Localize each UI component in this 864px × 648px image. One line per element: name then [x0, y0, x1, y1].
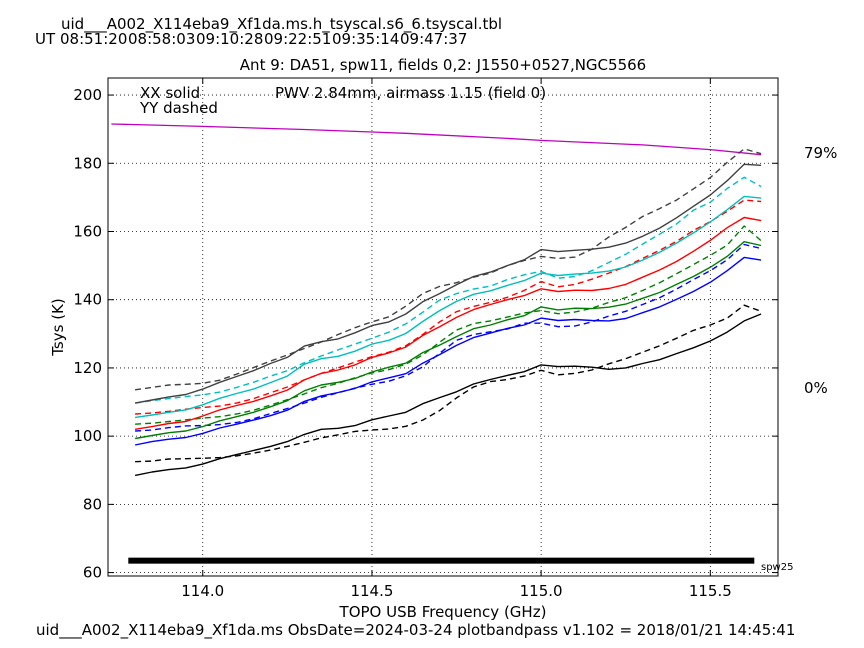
series-line-6: [135, 225, 762, 425]
spw-bar-layer: [128, 557, 755, 564]
spw-bar: [128, 557, 755, 564]
x-axis-label: TOPO USB Frequency (GHz): [339, 603, 547, 621]
footer-text: uid___A002_X114eba9_Xf1da.ms ObsDate=202…: [36, 621, 795, 640]
series-line-7: [134, 216, 762, 430]
pwv-label: PWV 2.84mm, airmass 1.15 (field 0): [275, 84, 546, 102]
x-tick-label: 114.5: [350, 582, 393, 600]
ut-time-2: 08:58:03: [128, 30, 195, 48]
chart-title: Ant 9: DA51, spw11, fields 0,2: J1550+05…: [240, 56, 646, 74]
ut-label: UT: [35, 30, 56, 48]
ut-times: 08:51:20 08:58:03 09:10:28 09:22:51 09:35:14…: [60, 30, 467, 48]
y-tick-label: 120: [73, 359, 102, 377]
plot-frame: [107, 77, 779, 577]
x-tick-label: 115.0: [520, 582, 563, 600]
spw-label: spw25: [761, 562, 793, 573]
ut-time-5: 09:35:14: [332, 30, 399, 48]
series-line-8: [135, 199, 762, 415]
ut-time-3: 09:10:28: [196, 30, 263, 48]
y-tick-label: 140: [73, 291, 102, 309]
grid: [108, 78, 778, 576]
series-line-12: [135, 148, 762, 391]
ut-time-6: 09:47:37: [400, 30, 467, 48]
y-tick-label: 80: [83, 495, 102, 513]
transmission-top-label: 79%: [804, 144, 837, 162]
legend-dashed: YY dashed: [139, 99, 218, 117]
transmission-bottom-label: 0%: [804, 379, 828, 397]
series-line-2: [135, 304, 762, 463]
y-tick-label: 160: [73, 222, 102, 240]
y-tick-label: 100: [73, 427, 102, 445]
file-title: uid___A002_X114eba9_Xf1da.ms.h_tsyscal.s…: [61, 15, 502, 34]
ut-time-4: 09:22:51: [264, 30, 331, 48]
series-line-11: [134, 163, 762, 404]
legend-solid: XX solid: [140, 84, 200, 102]
y-tick-label: 60: [83, 564, 102, 582]
ticks: 114.0 114.5 115.0 115.5 60 80 100 120 140 160 180 2…: [73, 78, 778, 600]
ut-time-1: 08:51:20: [60, 30, 127, 48]
series-line-1: [134, 313, 762, 477]
series-line-10: [135, 176, 762, 404]
series-layer: [134, 148, 762, 477]
series-line-4: [135, 243, 762, 432]
transmission-curve-layer: [111, 123, 762, 156]
transmission-line: [111, 123, 762, 156]
series-line-3: [134, 256, 762, 446]
x-tick-label: 115.5: [689, 582, 732, 600]
x-tick-label: 114.0: [181, 582, 224, 600]
series-line-9: [135, 195, 762, 419]
series-line-5: [134, 240, 762, 440]
y-axis-label: Tsys (K): [49, 298, 67, 357]
y-tick-label: 200: [73, 86, 102, 104]
y-tick-label: 180: [73, 154, 102, 172]
